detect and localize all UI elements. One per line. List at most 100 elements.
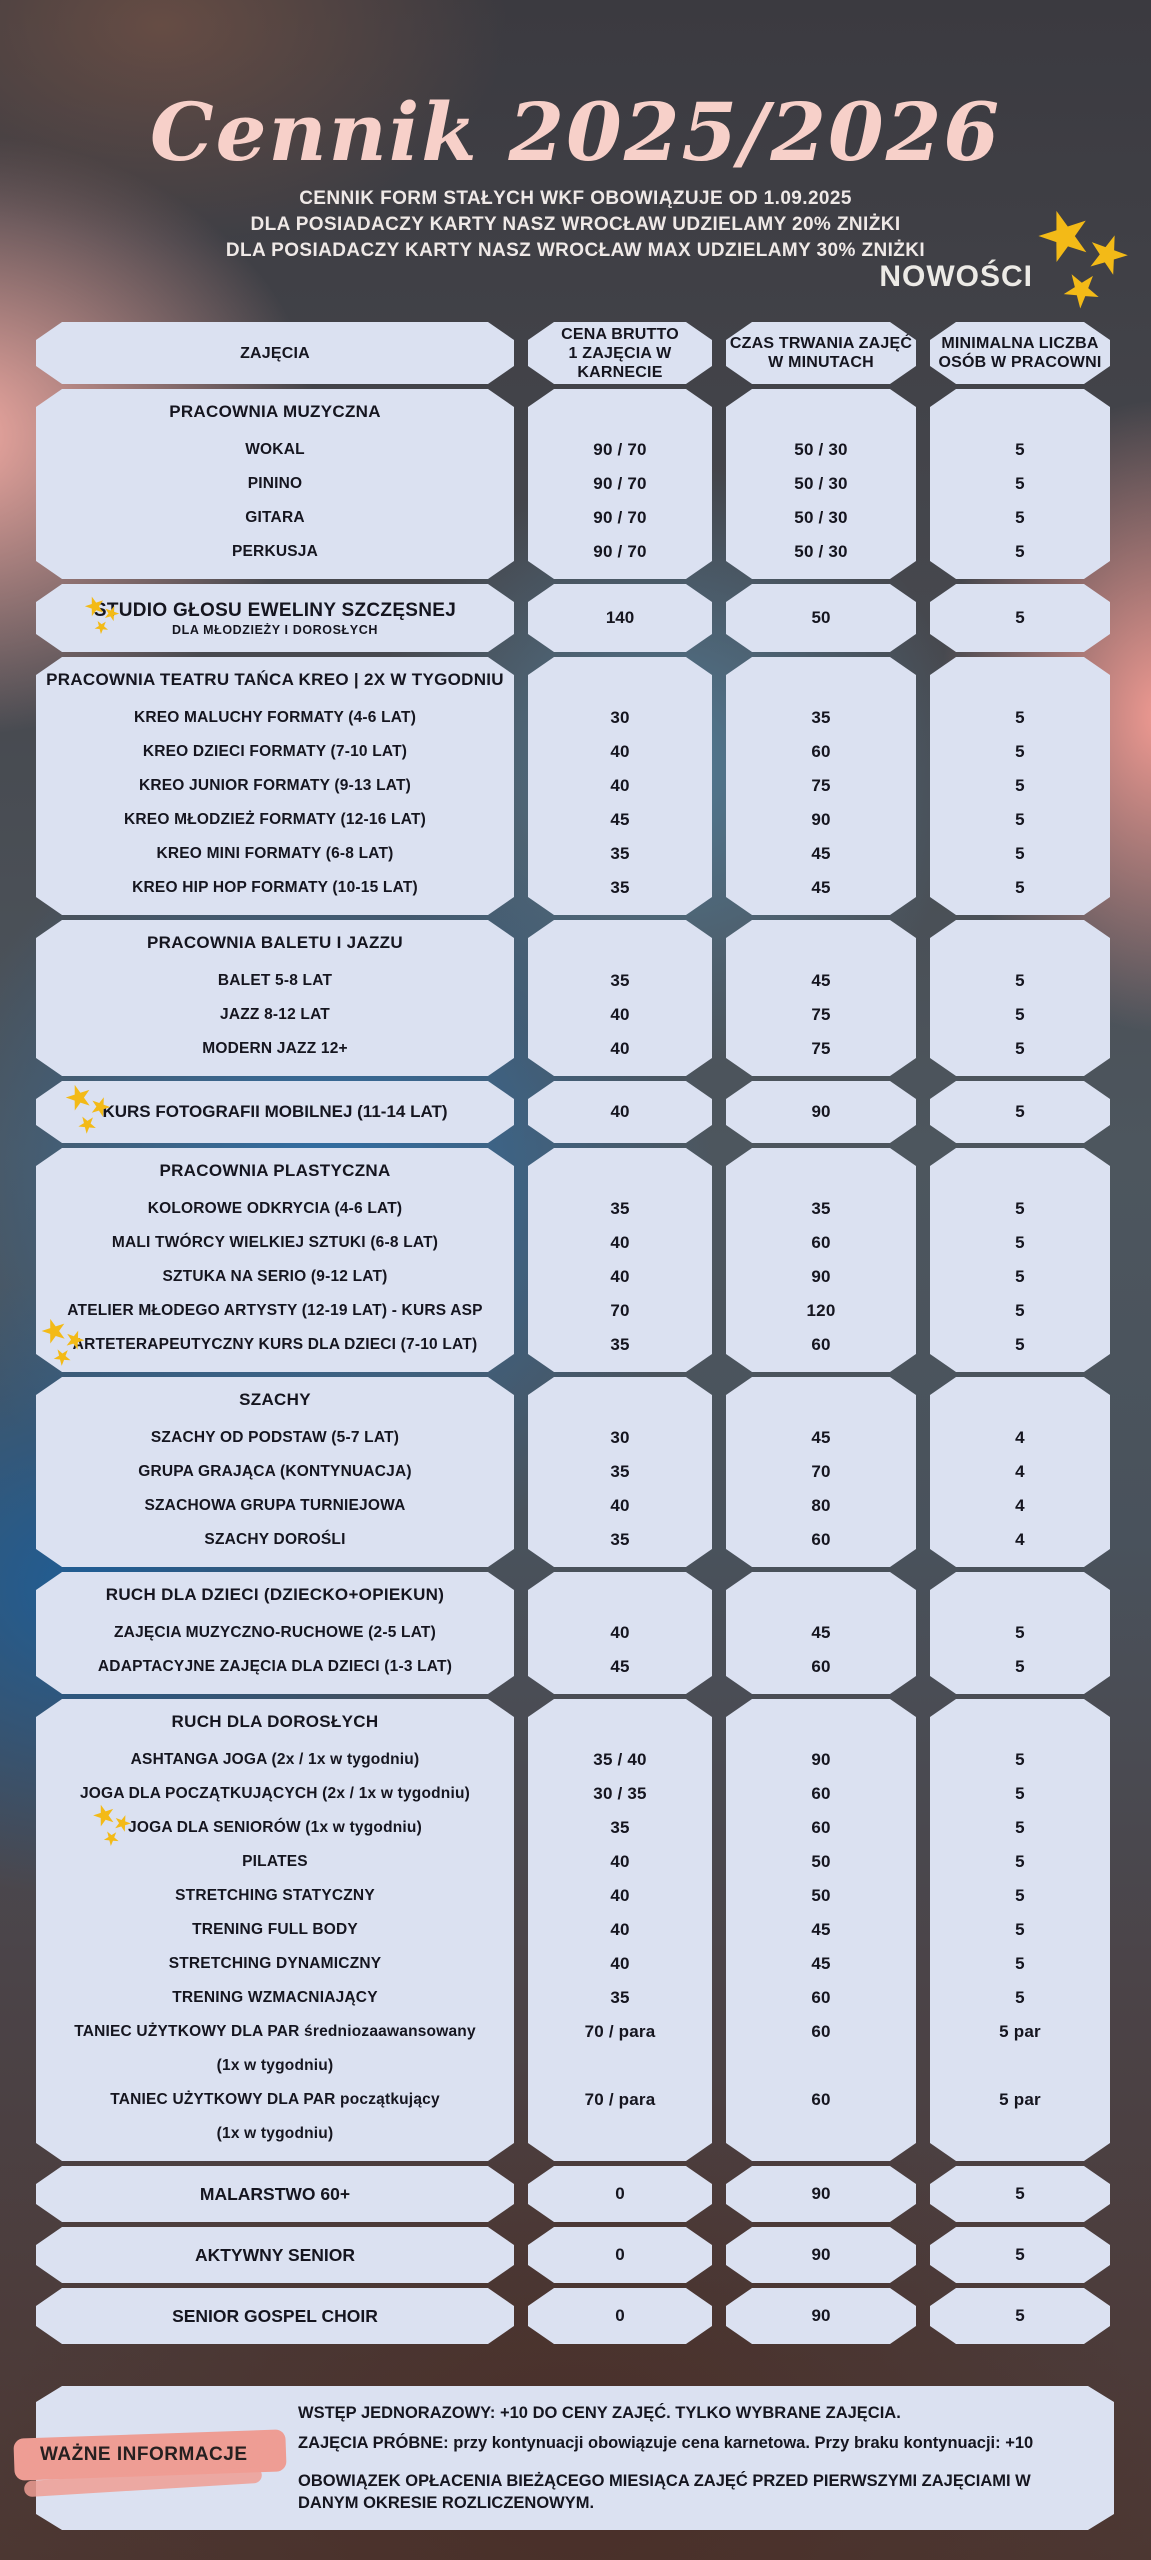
activity-label: JAZZ 8-12 LAT — [220, 1006, 330, 1023]
min-people-panel-malarstwo-60: 5 — [930, 2166, 1110, 2222]
activity-entry: AKTYWNY SENIOR — [195, 2245, 355, 2266]
min-people-value: 5 — [1015, 1852, 1025, 1871]
price-panel-ruch-dla-doroslych: 35 / 40 30 / 35 35 40 40 40 40 35 70 / para 70 / … — [528, 1699, 712, 2161]
activity-label: PERKUSJA — [231, 543, 318, 560]
activity-label: KREO MALUCHY FORMATY (4-6 LAT) — [133, 709, 417, 726]
min-people-cell: 5 — [930, 1260, 1110, 1294]
price-value: 0 — [615, 2245, 625, 2264]
min-people-panel-aktywny-senior: 5 — [930, 2227, 1110, 2283]
price-value: 40 — [610, 1005, 630, 1024]
activity-label: TRENING FULL BODY — [192, 1921, 358, 1938]
price-value: 40 — [610, 1233, 630, 1252]
section-panel-malarstwo-60: MALARSTWO 60+ — [36, 2166, 514, 2222]
price-cell: 30 — [528, 701, 712, 735]
min-people-value: 5 — [1015, 1039, 1025, 1058]
info-line-1: WSTĘP JEDNORAZOWY: +10 DO CENY ZAJĘĆ. TY… — [298, 2404, 901, 2422]
activity-row: GRUPA GRAJĄCA (KONTYNUACJA) — [36, 1455, 514, 1489]
duration-cell: 50 / 30 — [726, 535, 916, 569]
min-people-value: 5 — [1015, 878, 1025, 897]
activity-label: KOLOROWE ODKRYCIA (4-6 LAT) — [147, 1200, 403, 1217]
section-title: SZACHY — [239, 1390, 311, 1409]
min-people-value: 5 — [1015, 971, 1025, 990]
min-people-cell: 5 par — [930, 2015, 1110, 2049]
activity-label: TRENING WZMACNIAJĄCY — [172, 1989, 378, 2006]
price-cell: 45 — [528, 1650, 712, 1684]
price-value: 40 — [610, 1920, 630, 1939]
min-people-cell: 5 — [930, 803, 1110, 837]
duration-cell: 120 — [726, 1294, 916, 1328]
price-panel-balet-jazz: 35 40 40 — [528, 920, 712, 1076]
price-cell: 90 / 70 — [528, 535, 712, 569]
empty-cell — [528, 2117, 712, 2151]
activity-row: TRENING WZMACNIAJĄCY — [36, 1981, 514, 2015]
activity-label: KREO MŁODZIEŻ FORMATY (12-16 LAT) — [124, 811, 426, 828]
duration-cell: 35 — [726, 1192, 916, 1226]
min-people-value: 4 — [1015, 1428, 1025, 1447]
spacer — [542, 667, 698, 693]
empty-cell — [930, 2049, 1110, 2083]
duration-value: 50 — [811, 608, 831, 627]
price-value: 90 / 70 — [593, 474, 647, 493]
price-value: 40 — [610, 1102, 630, 1121]
activity-label: TANIEC UŻYTKOWY DLA PAR średniozaawansow… — [74, 2023, 476, 2040]
min-people-value: 5 — [1015, 1818, 1025, 1837]
min-people-cell: 4 — [930, 1489, 1110, 1523]
duration-value: 60 — [811, 2022, 831, 2041]
activity-label: JOGA DLA POCZĄTKUJĄCYCH (2x / 1x w tygod… — [79, 1785, 470, 1802]
column-header-label: CZAS TRWANIA ZAJĘĆ — [729, 335, 913, 352]
price-panel-studio-glosu: 140 — [528, 584, 712, 652]
min-people-cell: 5 — [930, 535, 1110, 569]
duration-panel-pracownia-muzyczna: 50 / 30 50 / 30 50 / 30 50 / 30 — [726, 389, 916, 579]
duration-cell: 45 — [726, 1913, 916, 1947]
duration-cell: 45 — [726, 1421, 916, 1455]
min-people-value: 5 — [1015, 844, 1025, 863]
price-cell: 40 — [528, 1260, 712, 1294]
section-panel-studio-glosu: STUDIO GŁOSU EWELINY SZCZĘSNEJ DLA MŁODZI… — [36, 584, 514, 652]
price-cell: 35 — [528, 837, 712, 871]
price-value: 70 / para — [584, 2022, 656, 2041]
min-people-value: 5 — [1015, 1750, 1025, 1769]
spacer — [740, 930, 902, 956]
price-value: 70 / para — [584, 2090, 656, 2109]
duration-panel-teatr-tanca-kreo: 35 60 75 90 45 45 — [726, 657, 916, 915]
duration-value: 50 / 30 — [794, 542, 848, 561]
min-people-value: 5 — [1015, 2184, 1025, 2203]
activity-label: MALI TWÓRCY WIELKIEJ SZTUKI (6-8 LAT) — [111, 1234, 439, 1251]
important-info-panel: WSTĘP JEDNORAZOWY: +10 DO CENY ZAJĘĆ. TY… — [36, 2386, 1114, 2530]
section-title: RUCH DLA DOROSŁYCH — [171, 1712, 379, 1731]
column-header-label: MINIMALNA LICZBA — [941, 335, 1099, 352]
price-cell: 30 — [528, 1421, 712, 1455]
price-panel-senior-gospel-choir: 0 — [528, 2288, 712, 2344]
price-value: 35 — [610, 878, 630, 897]
duration-panel-szachy: 45 70 80 60 — [726, 1377, 916, 1567]
min-people-cell: 5 — [930, 769, 1110, 803]
duration-cell: 75 — [726, 998, 916, 1032]
min-people-value: 5 — [1015, 542, 1025, 561]
duration-value: 70 — [811, 1462, 831, 1481]
duration-value: 90 — [811, 2184, 831, 2203]
duration-value: 50 — [811, 1852, 831, 1871]
price-cell: 40 — [528, 735, 712, 769]
duration-value: 45 — [811, 1954, 831, 1973]
min-people-value: 4 — [1015, 1496, 1025, 1515]
activity-row: ATELIER MŁODEGO ARTYSTY (12-19 LAT) - KU… — [36, 1294, 514, 1328]
price-value: 40 — [610, 1039, 630, 1058]
duration-cell: 45 — [726, 964, 916, 998]
spacer — [542, 1387, 698, 1413]
min-people-value: 5 — [1015, 1005, 1025, 1024]
min-people-cell: 5 — [930, 433, 1110, 467]
activity-label: ADAPTACYJNE ZAJĘCIA DLA DZIECI (1-3 LAT) — [97, 1658, 453, 1675]
min-people-cell: 5 — [930, 735, 1110, 769]
price-panel-pracownia-plastyczna: 35 40 40 70 35 — [528, 1148, 712, 1372]
duration-panel-ruch-dla-dzieci: 45 60 — [726, 1572, 916, 1694]
min-people-panel-teatr-tanca-kreo: 5 5 5 5 5 5 — [930, 657, 1110, 915]
price-value: 0 — [615, 2306, 625, 2325]
price-value: 35 / 40 — [593, 1750, 647, 1769]
activity-row: KREO MŁODZIEŻ FORMATY (12-16 LAT) — [36, 803, 514, 837]
min-people-panel-ruch-dla-doroslych: 5 5 5 5 5 5 5 5 5 par 5 par — [930, 1699, 1110, 2161]
duration-value: 35 — [811, 708, 831, 727]
section-title: PRACOWNIA BALETU I JAZZU — [147, 933, 403, 952]
price-value: 35 — [610, 1199, 630, 1218]
duration-value: 50 / 30 — [794, 474, 848, 493]
price-value: 40 — [610, 1496, 630, 1515]
